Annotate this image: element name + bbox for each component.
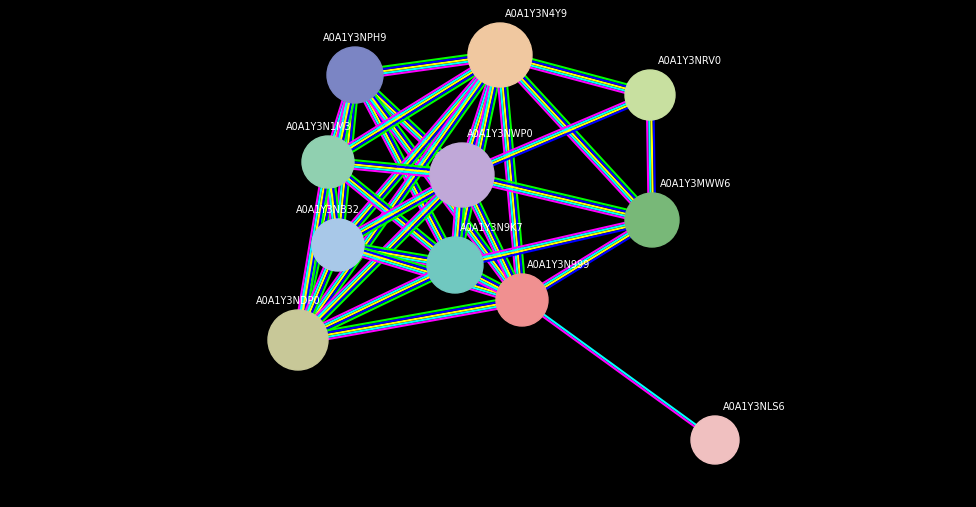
Text: A0A1Y3NWP0: A0A1Y3NWP0 xyxy=(467,129,534,139)
Circle shape xyxy=(468,23,532,87)
Circle shape xyxy=(625,70,675,120)
Circle shape xyxy=(427,237,483,293)
Text: A0A1Y3N4Y9: A0A1Y3N4Y9 xyxy=(505,9,568,19)
Text: A0A1Y3NDP0: A0A1Y3NDP0 xyxy=(256,296,321,306)
Circle shape xyxy=(496,274,548,326)
Text: A0A1Y3MWW6: A0A1Y3MWW6 xyxy=(660,179,731,189)
Circle shape xyxy=(302,136,354,188)
Circle shape xyxy=(327,47,383,103)
Circle shape xyxy=(691,416,739,464)
Circle shape xyxy=(430,143,494,207)
Text: A0A1Y3N1M3: A0A1Y3N1M3 xyxy=(286,122,351,132)
Circle shape xyxy=(268,310,328,370)
Circle shape xyxy=(625,193,679,247)
Text: A0A1Y3NPH9: A0A1Y3NPH9 xyxy=(323,33,387,43)
Text: A0A1Y3N999: A0A1Y3N999 xyxy=(527,260,590,270)
Text: A0A1Y3NRV0: A0A1Y3NRV0 xyxy=(658,56,722,66)
Circle shape xyxy=(312,219,364,271)
Text: A0A1Y3NB32: A0A1Y3NB32 xyxy=(296,205,360,215)
Text: A0A1Y3N9K7: A0A1Y3N9K7 xyxy=(460,223,524,233)
Text: A0A1Y3NLS6: A0A1Y3NLS6 xyxy=(723,402,786,412)
